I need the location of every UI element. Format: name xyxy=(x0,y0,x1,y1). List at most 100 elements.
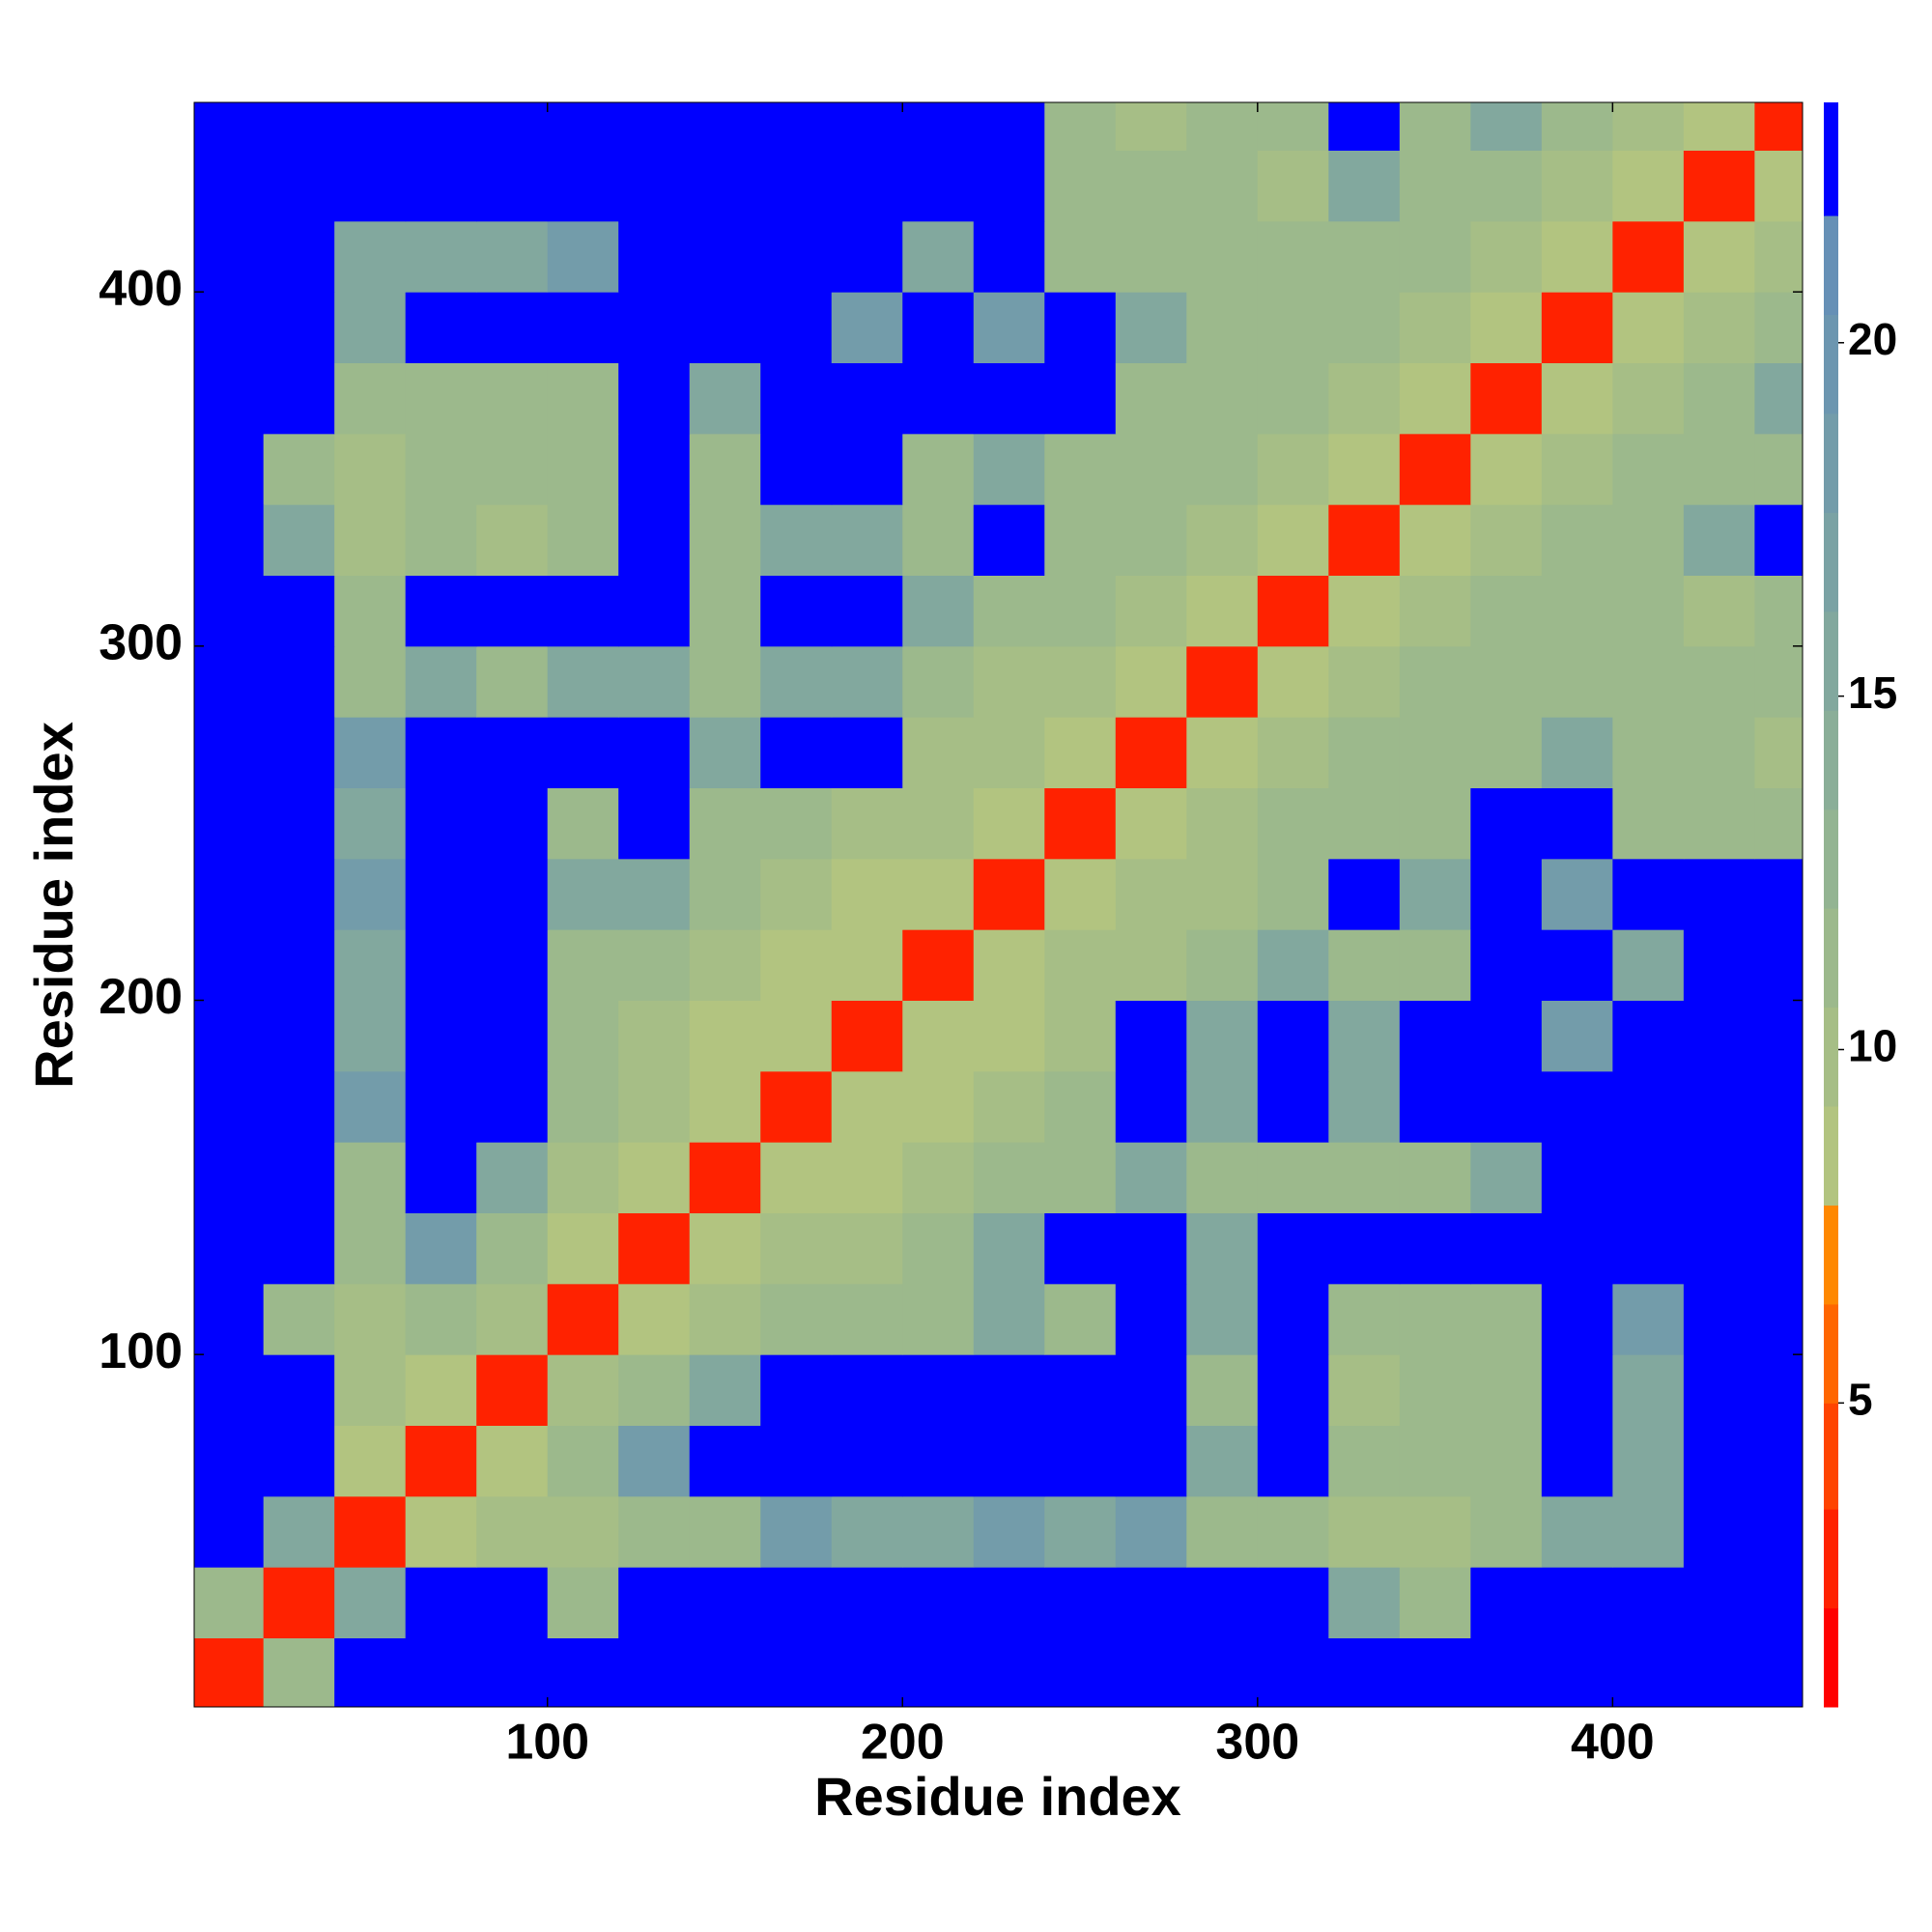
heatmap-cell xyxy=(831,1354,903,1426)
heatmap-cell xyxy=(689,433,761,505)
heatmap-cell xyxy=(689,858,761,930)
heatmap-cell xyxy=(1541,1000,1613,1072)
heatmap-cell xyxy=(1754,858,1803,930)
heatmap-cell xyxy=(1541,787,1613,860)
heatmap-cell xyxy=(1541,362,1613,435)
heatmap-cell xyxy=(1612,102,1685,151)
heatmap-cell xyxy=(334,292,407,363)
heatmap-cell xyxy=(1612,787,1685,860)
heatmap-cell xyxy=(476,1567,549,1638)
heatmap-cell xyxy=(1186,1212,1259,1285)
x-tick-label: 400 xyxy=(1571,1715,1655,1771)
colorbar-band xyxy=(1824,102,1838,216)
heatmap-cell xyxy=(1754,1070,1803,1143)
heatmap-cell xyxy=(1399,575,1471,647)
heatmap-cell xyxy=(1683,717,1755,788)
heatmap-cell xyxy=(263,102,335,151)
heatmap-cell xyxy=(1754,1354,1803,1426)
heatmap-cell xyxy=(1399,1354,1471,1426)
heatmap-cell xyxy=(1754,929,1803,1001)
heatmap-cell xyxy=(334,1425,407,1497)
heatmap-cell xyxy=(973,1070,1045,1143)
heatmap-cell xyxy=(1257,787,1329,860)
heatmap-cell xyxy=(902,645,975,718)
heatmap-cell xyxy=(405,504,477,576)
heatmap-cell xyxy=(1683,433,1755,505)
heatmap-cell xyxy=(760,645,833,718)
heatmap-cell xyxy=(902,1212,975,1285)
heatmap-cell xyxy=(973,1354,1045,1426)
heatmap-cell xyxy=(476,645,549,718)
heatmap-cell xyxy=(1257,1425,1329,1497)
heatmap-cell xyxy=(476,1425,549,1497)
heatmap-cell xyxy=(547,292,619,363)
heatmap-cell xyxy=(334,433,407,505)
heatmap-cell xyxy=(973,362,1045,435)
heatmap-cell xyxy=(902,787,975,860)
heatmap-cell xyxy=(1612,1354,1685,1426)
heatmap-cell xyxy=(405,433,477,505)
heatmap-cell xyxy=(334,1142,407,1213)
heatmap-cell xyxy=(831,362,903,435)
heatmap-cell xyxy=(334,1070,407,1143)
heatmap-cell xyxy=(1044,102,1117,151)
heatmap-cell xyxy=(263,292,335,363)
heatmap-cell xyxy=(618,102,691,151)
heatmap-cell xyxy=(476,1142,549,1213)
heatmap-cell xyxy=(1683,150,1755,222)
heatmap-cell xyxy=(194,645,265,718)
heatmap-cell xyxy=(831,102,903,151)
heatmap-cell xyxy=(1612,929,1685,1001)
heatmap-cell xyxy=(618,929,691,1001)
heatmap-cell xyxy=(831,929,903,1001)
heatmap-cell xyxy=(1541,717,1613,788)
heatmap-cell xyxy=(1683,1567,1755,1638)
heatmap-cell xyxy=(1470,504,1543,576)
heatmap-cell xyxy=(1115,504,1187,576)
heatmap-cell xyxy=(831,1495,903,1568)
heatmap-cell xyxy=(1541,1354,1613,1426)
heatmap-cell xyxy=(689,292,761,363)
heatmap-cell xyxy=(760,433,833,505)
heatmap-cell xyxy=(689,1354,761,1426)
y-tick-label: 400 xyxy=(99,261,183,317)
heatmap-cell xyxy=(831,1212,903,1285)
heatmap-cell xyxy=(1328,1283,1401,1355)
heatmap-cell xyxy=(760,1283,833,1355)
heatmap-cell xyxy=(1257,929,1329,1001)
heatmap-cell xyxy=(902,362,975,435)
heatmap-cell xyxy=(334,1637,407,1707)
heatmap-cell xyxy=(618,645,691,718)
heatmap-cell xyxy=(405,1495,477,1568)
colorbar-tick-label: 20 xyxy=(1848,314,1897,364)
heatmap-cell xyxy=(760,1070,833,1143)
heatmap-cell xyxy=(689,1283,761,1355)
heatmap-cell xyxy=(1044,575,1117,647)
heatmap-cell xyxy=(1754,1425,1803,1497)
y-tick-label: 300 xyxy=(99,615,183,671)
heatmap-cell xyxy=(1115,1495,1187,1568)
heatmap-cell xyxy=(1257,1070,1329,1143)
heatmap-cell xyxy=(334,150,407,222)
heatmap-cell xyxy=(1612,1142,1685,1213)
heatmap-cell xyxy=(902,102,975,151)
heatmap-cell xyxy=(547,220,619,293)
heatmap-cell xyxy=(1612,645,1685,718)
colorbar-band xyxy=(1824,1303,1838,1404)
heatmap-cell xyxy=(760,362,833,435)
heatmap-cell xyxy=(1754,717,1803,788)
heatmap-cell xyxy=(1186,1495,1259,1568)
heatmap-cell xyxy=(1186,504,1259,576)
heatmap-cell xyxy=(1328,1354,1401,1426)
heatmap-cell xyxy=(973,1567,1045,1638)
heatmap-cell xyxy=(1257,150,1329,222)
heatmap-cell xyxy=(1399,1495,1471,1568)
heatmap-cell xyxy=(1328,1070,1401,1143)
heatmap-cell xyxy=(618,717,691,788)
heatmap-cell xyxy=(334,362,407,435)
heatmap-cell xyxy=(405,645,477,718)
heatmap-cell xyxy=(689,1425,761,1497)
heatmap-cell xyxy=(476,717,549,788)
heatmap-cell xyxy=(547,1142,619,1213)
y-tick-label: 200 xyxy=(99,969,183,1025)
